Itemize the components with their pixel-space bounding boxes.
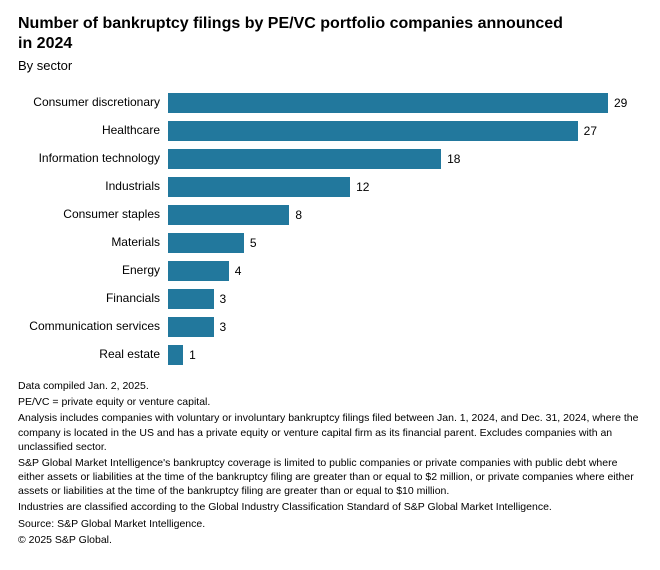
footnote-line: S&P Global Market Intelligence's bankrup… (18, 456, 642, 499)
bar-track: 1 (168, 341, 642, 369)
bar (168, 345, 183, 365)
bar-track: 3 (168, 313, 642, 341)
bar-chart: Consumer discretionary 29 Healthcare 27 Info… (18, 89, 642, 369)
bar (168, 121, 578, 141)
value-label: 1 (183, 348, 196, 362)
value-label: 27 (578, 124, 597, 138)
footnotes: Data compiled Jan. 2, 2025. PE/VC = priva… (18, 379, 642, 547)
value-label: 3 (214, 320, 227, 334)
footnote-line: Analysis includes companies with volunta… (18, 411, 642, 454)
bar-track: 18 (168, 145, 642, 173)
bar-row: Consumer discretionary 29 (18, 89, 642, 117)
bar (168, 317, 214, 337)
bar-track: 3 (168, 285, 642, 313)
category-label: Financials (18, 292, 168, 305)
bar-track: 29 (168, 89, 642, 117)
bar (168, 289, 214, 309)
bar-track: 12 (168, 173, 642, 201)
footnote-line: PE/VC = private equity or venture capita… (18, 395, 642, 409)
bar-row: Information technology 18 (18, 145, 642, 173)
bar (168, 149, 441, 169)
bar-row: Energy 4 (18, 257, 642, 285)
category-label: Healthcare (18, 124, 168, 137)
bar-track: 8 (168, 201, 642, 229)
bar-row: Financials 3 (18, 285, 642, 313)
bar-track: 27 (168, 117, 642, 145)
category-label: Consumer staples (18, 208, 168, 221)
bar-track: 4 (168, 257, 642, 285)
bar (168, 233, 244, 253)
bar-row: Materials 5 (18, 229, 642, 257)
bar-row: Healthcare 27 (18, 117, 642, 145)
footnote-line: Industries are classified according to t… (18, 500, 642, 514)
footnote-line: Source: S&P Global Market Intelligence. (18, 517, 642, 531)
bar-row: Real estate 1 (18, 341, 642, 369)
category-label: Information technology (18, 152, 168, 165)
value-label: 8 (289, 208, 302, 222)
value-label: 18 (441, 152, 460, 166)
footnote-line: © 2025 S&P Global. (18, 533, 642, 547)
bar-row: Consumer staples 8 (18, 201, 642, 229)
footnote-line: Data compiled Jan. 2, 2025. (18, 379, 642, 393)
bar-track: 5 (168, 229, 642, 257)
bar (168, 261, 229, 281)
category-label: Materials (18, 236, 168, 249)
bar (168, 93, 608, 113)
bar-row: Communication services 3 (18, 313, 642, 341)
category-label: Consumer discretionary (18, 96, 168, 109)
bar (168, 177, 350, 197)
value-label: 12 (350, 180, 369, 194)
category-label: Energy (18, 264, 168, 277)
bar-row: Industrials 12 (18, 173, 642, 201)
value-label: 29 (608, 96, 627, 110)
value-label: 3 (214, 292, 227, 306)
chart-title: Number of bankruptcy filings by PE/VC po… (18, 14, 578, 54)
category-label: Communication services (18, 320, 168, 333)
bar (168, 205, 289, 225)
value-label: 5 (244, 236, 257, 250)
category-label: Real estate (18, 348, 168, 361)
chart-subtitle: By sector (18, 58, 642, 73)
category-label: Industrials (18, 180, 168, 193)
value-label: 4 (229, 264, 242, 278)
